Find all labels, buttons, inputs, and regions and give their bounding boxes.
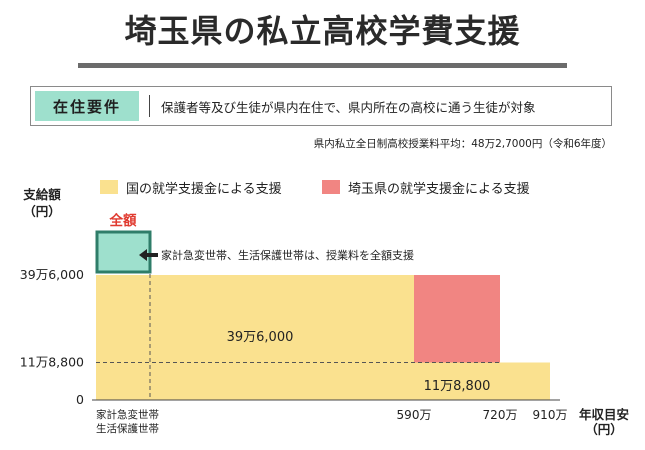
page-title: 埼玉県の私立高校学費支援 [124, 12, 521, 50]
data-label-national-main: 39万6,000 [227, 330, 294, 345]
y-tick-label: 0 [76, 392, 84, 407]
requirement-label: 在住要件 [35, 91, 139, 121]
x-tick-label: 910万 [533, 408, 568, 422]
title-underline [78, 63, 567, 68]
data-label-national-low: 11万8,800 [424, 379, 491, 394]
legend-national: 国の就学支援金による支援 [100, 180, 282, 197]
legend-saitama-swatch [322, 180, 340, 194]
x-tick-label: 生活保護世帯 [96, 422, 159, 435]
x-tick-label: 590万 [397, 408, 432, 422]
average-tuition-note: 県内私立全日制高校授業料平均：48万2,7000円（令和6年度） [313, 138, 612, 150]
full-support-label: 全額 [109, 212, 137, 229]
x-tick-label: 720万 [483, 408, 518, 422]
legend-saitama: 埼玉県の就学支援金による支援 [322, 180, 530, 197]
y-axis-label: 支給額 [22, 187, 61, 202]
legend-saitama-label: 埼玉県の就学支援金による支援 [348, 181, 530, 197]
annotation-text: 家計急変世帯、生活保護世帯は、授業料を全額支援 [161, 248, 414, 262]
legend-national-swatch [100, 180, 118, 194]
national-support-area [414, 362, 550, 400]
saitama-support-area [414, 275, 500, 363]
requirement-box: 在住要件 保護者等及び生徒が県内在住で、県内所在の高校に通う生徒が対象 [30, 86, 612, 126]
y-tick-label: 39万6,000 [20, 267, 84, 282]
y-axis-label: （円） [23, 204, 61, 219]
x-tick-label: 家計急変世帯 [96, 408, 159, 421]
y-tick-label: 11万8,800 [20, 355, 84, 370]
requirement-divider [149, 95, 150, 117]
annotation-arrow [139, 249, 158, 261]
requirement-text: 保護者等及び生徒が県内在住で、県内所在の高校に通う生徒が対象 [161, 100, 536, 115]
legend-national-label: 国の就学支援金による支援 [126, 181, 282, 197]
national-support-area [96, 275, 414, 400]
full-support-block [95, 230, 152, 274]
x-axis-label: 年収目安 [579, 407, 629, 422]
x-axis-label: （円） [585, 422, 623, 437]
